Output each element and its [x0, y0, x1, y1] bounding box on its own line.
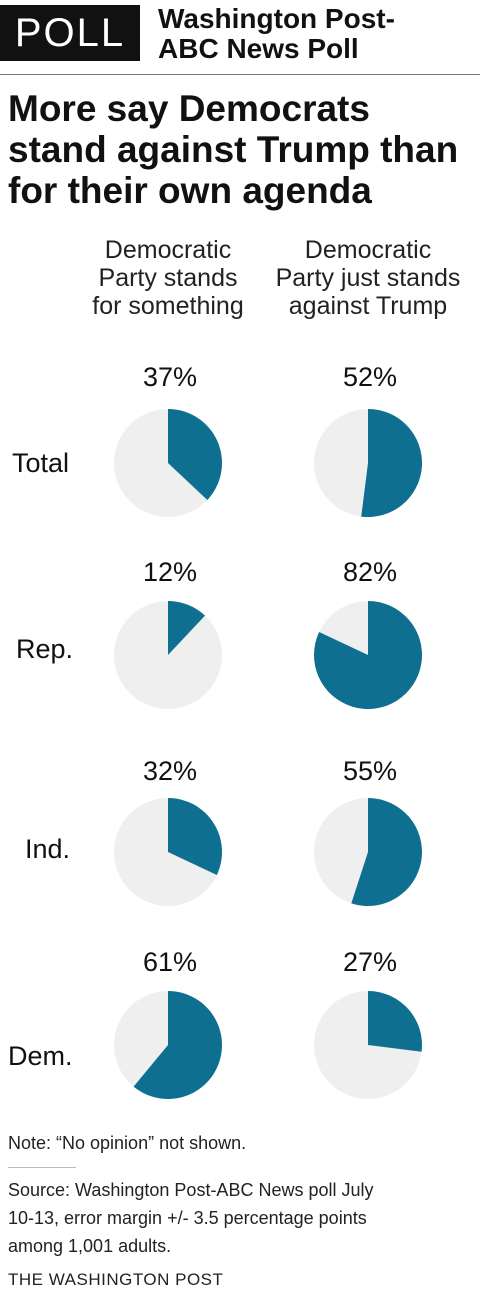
row-label-ind: Ind. — [25, 834, 71, 864]
column-header-line: against Trump — [288, 292, 448, 320]
note: Note: “No opinion” not shown. — [8, 1133, 247, 1153]
source-line: Source: Washington Post-ABC News poll Ju… — [8, 1180, 374, 1200]
value-label-total-stands-for: 37% — [142, 362, 198, 392]
pie-slice-ind-stands-for — [168, 798, 222, 875]
headline-line-2: stand against Trump than — [8, 129, 459, 170]
pie-slice-dem-against-trump — [368, 991, 422, 1052]
note-divider — [8, 1167, 76, 1168]
value-label-ind-stands-for: 32% — [142, 756, 198, 786]
source-line: 10-13, error margin +/- 3.5 percentage p… — [8, 1208, 367, 1228]
column-header-stands-for: Democratic Party stands for something — [58, 236, 278, 320]
row-label-total: Total — [12, 448, 70, 478]
source: Source: Washington Post-ABC News poll Ju… — [8, 1176, 463, 1260]
row-label-dem: Dem. — [8, 1041, 73, 1071]
column-header-line: Democratic — [304, 236, 432, 264]
pie-slice-total-against-trump — [361, 409, 423, 517]
credit: THE WASHINGTON POST — [8, 1270, 224, 1289]
column-header-line: Party stands — [98, 264, 238, 292]
column-header-line: Democratic — [104, 236, 232, 264]
value-label-rep-stands-for: 12% — [142, 557, 198, 587]
value-label-ind-against-trump: 55% — [342, 756, 398, 786]
value-label-dem-stands-for: 61% — [142, 947, 198, 977]
value-label-total-against-trump: 52% — [342, 362, 398, 392]
poll-title-line-2: ABC News Poll — [158, 33, 359, 64]
column-header-line: for something — [92, 292, 244, 320]
pie-slice-ind-against-trump — [351, 798, 422, 906]
poll-badge: POLL — [0, 5, 140, 61]
pie-slice-total-stands-for — [168, 409, 222, 500]
headline: More say Democrats stand against Trump t… — [8, 88, 478, 211]
column-header-line: Party just stands — [275, 264, 461, 292]
headline-line-3: for their own agenda — [8, 170, 372, 211]
poll-title: Washington Post- ABC News Poll — [158, 4, 395, 64]
poll-title-line-1: Washington Post- — [158, 3, 395, 34]
pie-slice-dem-stands-for — [133, 991, 222, 1099]
header-divider — [0, 74, 480, 75]
pie-slice-rep-stands-for — [168, 601, 205, 655]
pie-slice-rep-against-trump — [314, 601, 423, 709]
header: POLL Washington Post- ABC News Poll — [0, 0, 480, 76]
value-label-rep-against-trump: 82% — [342, 557, 398, 587]
column-header-against-trump: Democratic Party just stands against Tru… — [258, 236, 478, 320]
headline-line-1: More say Democrats — [8, 88, 370, 129]
source-line: among 1,001 adults. — [8, 1236, 172, 1256]
row-label-rep: Rep. — [16, 634, 74, 664]
value-label-dem-against-trump: 27% — [342, 947, 398, 977]
